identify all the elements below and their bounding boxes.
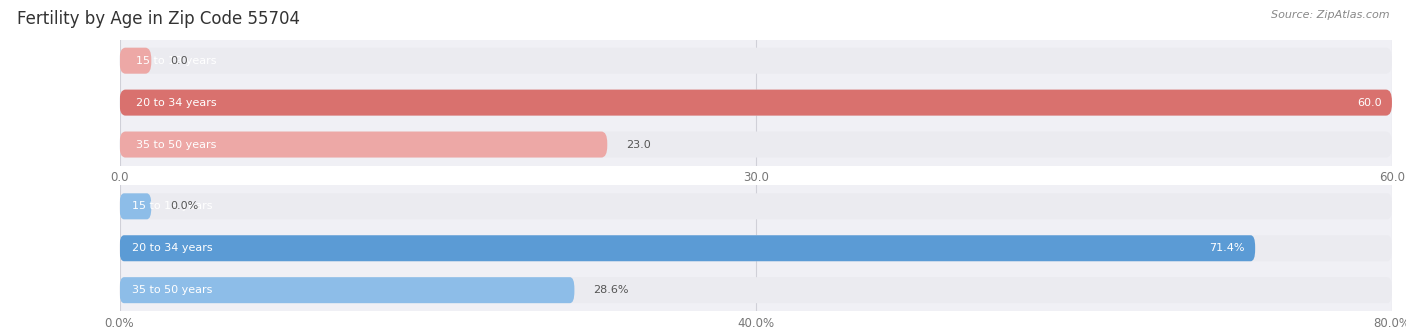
FancyBboxPatch shape	[120, 235, 1392, 261]
Text: Source: ZipAtlas.com: Source: ZipAtlas.com	[1271, 10, 1389, 20]
FancyBboxPatch shape	[120, 277, 1392, 303]
Text: 20 to 34 years: 20 to 34 years	[132, 243, 212, 253]
Text: 35 to 50 years: 35 to 50 years	[136, 140, 217, 150]
FancyBboxPatch shape	[120, 277, 575, 303]
FancyBboxPatch shape	[120, 48, 1392, 74]
FancyBboxPatch shape	[120, 193, 1392, 219]
Text: 15 to 19 years: 15 to 19 years	[136, 56, 217, 66]
FancyBboxPatch shape	[120, 90, 1392, 116]
FancyBboxPatch shape	[120, 131, 1392, 158]
Text: 20 to 34 years: 20 to 34 years	[136, 98, 217, 108]
Text: 60.0: 60.0	[1357, 98, 1382, 108]
Text: 0.0%: 0.0%	[170, 201, 198, 211]
Text: 71.4%: 71.4%	[1209, 243, 1244, 253]
Text: 23.0: 23.0	[626, 140, 651, 150]
FancyBboxPatch shape	[120, 90, 1392, 116]
Text: Fertility by Age in Zip Code 55704: Fertility by Age in Zip Code 55704	[17, 10, 299, 28]
FancyBboxPatch shape	[120, 131, 607, 158]
FancyBboxPatch shape	[120, 48, 152, 74]
Text: 35 to 50 years: 35 to 50 years	[132, 285, 212, 295]
Text: 15 to 19 years: 15 to 19 years	[132, 201, 212, 211]
FancyBboxPatch shape	[120, 235, 1256, 261]
Text: 28.6%: 28.6%	[593, 285, 628, 295]
Text: 0.0: 0.0	[170, 56, 188, 66]
FancyBboxPatch shape	[120, 193, 152, 219]
